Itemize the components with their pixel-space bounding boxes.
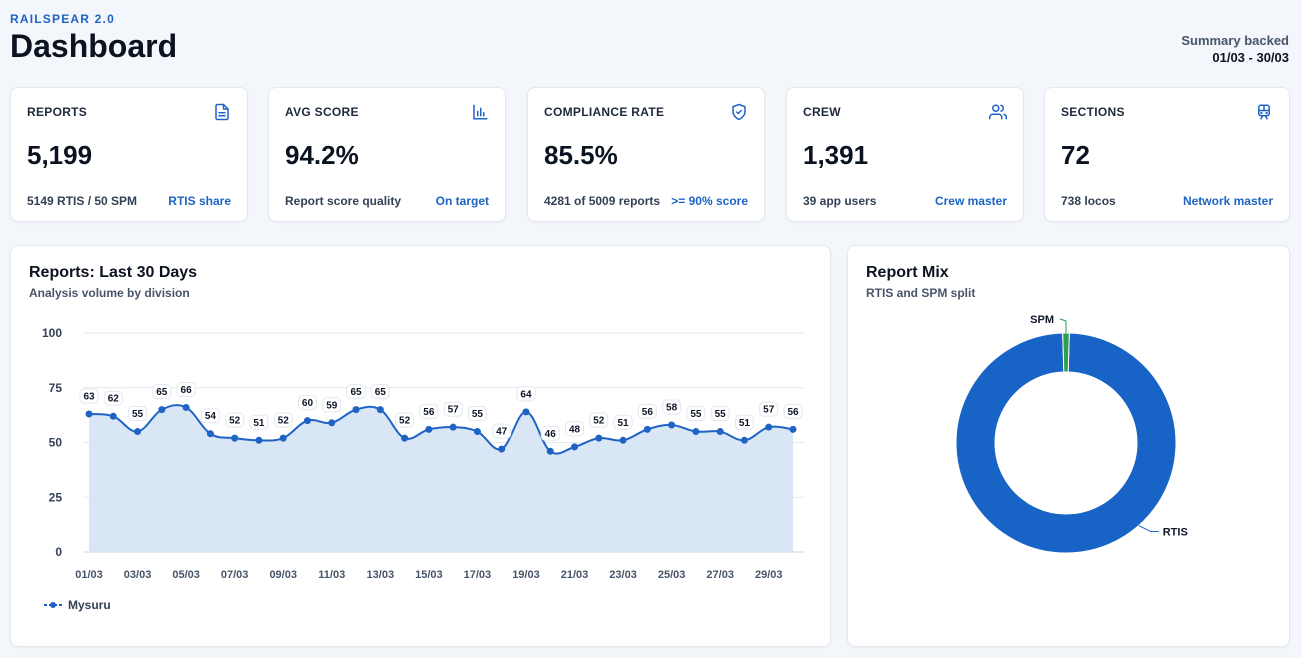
kpi-title: SECTIONS [1061,105,1125,119]
donut-chart-subtitle: RTIS and SPM split [866,286,976,300]
kpi-link[interactable]: Network master [1182,194,1273,208]
train-icon [1258,104,1270,120]
summary-label: Summary backed [1181,33,1289,48]
kpi-value: 1,391 [803,140,869,170]
kpi-link[interactable]: RTIS share [168,194,231,208]
kpi-card-avg-score: AVG SCORE 94.2% Report score quality On … [268,87,506,222]
kpi-value: 94.2% [285,140,359,170]
kpi-subtext: 738 locos [1061,194,1116,208]
document-icon [215,103,229,121]
line-chart-subtitle: Analysis volume by division [29,286,190,300]
summary-range: 01/03 - 30/03 [1212,50,1289,65]
kpi-link[interactable]: On target [435,194,489,208]
kpi-value: 85.5% [544,140,618,170]
summary-period: Summary backed 01/03 - 30/03 [1181,32,1289,66]
kpi-card-crew: CREW 1,391 39 app users Crew master [786,87,1024,222]
users-icon [989,104,1007,120]
line-chart-legend[interactable]: Mysuru [44,598,111,612]
report-mix-panel: Report Mix RTIS and SPM split [847,245,1290,647]
kpi-value: 72 [1061,140,1090,170]
legend-marker [44,602,62,608]
legend-series-label: Mysuru [68,598,111,612]
kpi-link[interactable]: Crew master [934,194,1007,208]
kpi-link[interactable]: >= 90% score [671,194,748,208]
kpi-title: COMPLIANCE RATE [544,105,665,119]
kpi-card-reports: REPORTS 5,199 5149 RTIS / 50 SPM RTIS sh… [10,87,248,222]
donut-chart-title: Report Mix [866,264,949,281]
kpi-title: REPORTS [27,105,88,119]
kpi-card-sections: SECTIONS 72 738 locos Network master [1044,87,1290,222]
kpi-subtext: 39 app users [803,194,877,208]
kpi-title: CREW [803,105,841,119]
kpi-title: AVG SCORE [285,105,359,119]
kpi-card-compliance: COMPLIANCE RATE 85.5% 4281 of 5009 repor… [527,87,765,222]
kpi-subtext: 4281 of 5009 reports [544,194,661,208]
kpi-value: 5,199 [27,140,93,170]
kpi-subtext: 5149 RTIS / 50 SPM [27,194,138,208]
brand-label: RAILSPEAR 2.0 [10,12,115,26]
page-title: Dashboard [10,28,178,64]
line-chart-title: Reports: Last 30 Days [29,264,198,281]
reports-line-chart-panel: Reports: Last 30 Days Analysis volume by… [10,245,831,647]
bar-chart-icon [473,104,488,120]
kpi-subtext: Report score quality [285,194,402,208]
shield-check-icon [732,103,746,121]
